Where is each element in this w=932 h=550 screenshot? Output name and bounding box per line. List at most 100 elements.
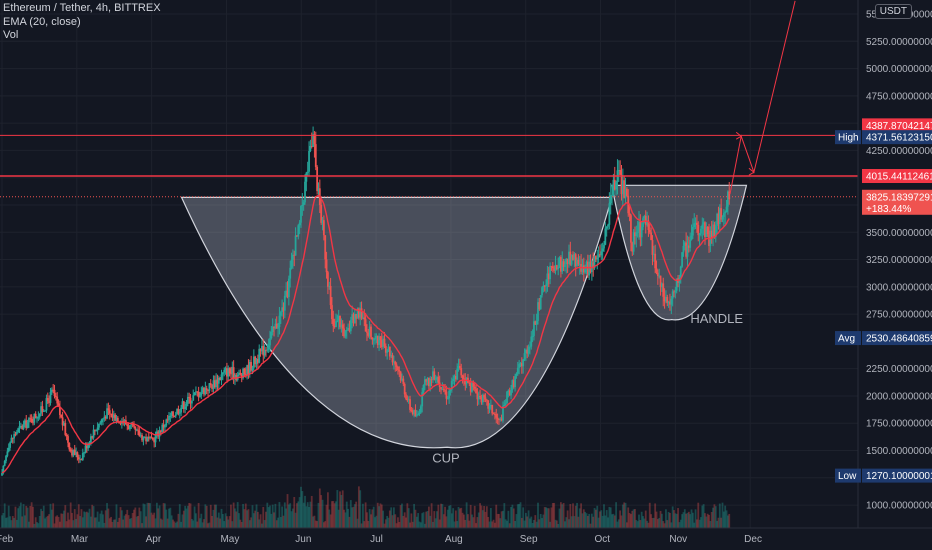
- volume-bar: [173, 521, 176, 528]
- candle-body: [682, 245, 685, 253]
- candle-body: [64, 423, 67, 435]
- volume-bar: [519, 502, 522, 528]
- volume-bar: [577, 516, 580, 528]
- volume-bar: [588, 513, 591, 528]
- volume-bar: [130, 518, 133, 528]
- volume-bar: [57, 516, 60, 528]
- candle-body: [647, 220, 650, 231]
- candle-body: [71, 451, 73, 456]
- candle-body: [231, 367, 234, 374]
- candle-body: [667, 301, 670, 303]
- volume-bar: [643, 518, 646, 528]
- candle-body: [254, 356, 257, 365]
- volume-bar: [481, 510, 484, 528]
- candle-body: [499, 418, 502, 420]
- candle-body: [440, 387, 442, 390]
- volume-bar: [151, 514, 154, 528]
- ema-indicator-label[interactable]: EMA (20, close): [3, 15, 81, 28]
- candle-body: [654, 253, 657, 269]
- volume-bar: [322, 522, 325, 528]
- volume-bar: [402, 515, 405, 528]
- volume-bar: [68, 519, 71, 528]
- volume-bar: [232, 502, 235, 528]
- candle-body: [705, 226, 708, 238]
- volume-bar: [89, 516, 92, 528]
- candle-body: [209, 383, 212, 386]
- volume-bar: [347, 508, 350, 528]
- candle-body: [59, 406, 61, 415]
- candle-body: [666, 297, 669, 303]
- volume-bar: [50, 509, 53, 528]
- last-price-value: 3825.18397291: [866, 192, 932, 203]
- candle-body: [196, 391, 199, 393]
- candle-body: [300, 205, 302, 223]
- candle-body: [267, 345, 270, 350]
- volume-bar: [457, 506, 460, 528]
- volume-bar: [106, 503, 108, 528]
- cup-shape[interactable]: [180, 196, 613, 449]
- candle-body: [500, 418, 503, 421]
- candle-body: [421, 392, 424, 407]
- candle-body: [14, 434, 17, 436]
- currency-button[interactable]: USDT: [874, 4, 912, 19]
- candle-body: [149, 436, 152, 439]
- candle-body: [274, 323, 277, 329]
- volume-bar: [316, 521, 319, 528]
- volume-bar: [510, 507, 512, 528]
- volume-bar: [294, 512, 297, 528]
- candle-body: [96, 427, 99, 431]
- candle-body: [599, 254, 601, 256]
- volume-bar: [60, 513, 63, 528]
- candle-body: [355, 313, 358, 319]
- volume-bar: [708, 514, 710, 528]
- volume-bar: [450, 513, 453, 528]
- candle-body: [418, 412, 421, 415]
- candle-body: [197, 391, 200, 398]
- volume-bar: [75, 518, 77, 528]
- candle-body: [143, 437, 146, 439]
- volume-bar: [235, 511, 238, 528]
- volume-bar: [174, 522, 177, 528]
- volume-bar: [475, 523, 477, 528]
- volume-bar: [199, 518, 201, 528]
- candle-body: [428, 377, 430, 387]
- projection-path[interactable]: [729, 0, 796, 195]
- volume-bar: [14, 506, 17, 528]
- candle-body: [700, 228, 702, 234]
- drawings[interactable]: [0, 0, 858, 198]
- time-axis[interactable]: Feb Mar Apr May Jun Jul Aug Sep Oct Nov Dec: [0, 527, 932, 545]
- candle-body: [596, 257, 599, 260]
- candle-body: [44, 410, 46, 412]
- candle-body: [605, 226, 608, 229]
- candle-body: [538, 302, 541, 310]
- volume-bar: [239, 519, 242, 528]
- volume-bar: [487, 516, 490, 528]
- volume-bar: [401, 503, 403, 528]
- volume-indicator-label[interactable]: Vol: [3, 29, 19, 41]
- volume-bar: [398, 522, 401, 528]
- volume-bar: [580, 503, 582, 528]
- volume-bar: [423, 523, 426, 528]
- price-tick-label: 2250.00000000: [866, 364, 932, 375]
- volume-bar: [453, 521, 456, 528]
- volume-bar: [65, 521, 68, 528]
- candle-body: [728, 191, 731, 200]
- volume-bar: [503, 503, 506, 528]
- candle-body: [397, 366, 399, 371]
- candle-body: [246, 365, 249, 375]
- candle-body: [646, 220, 648, 225]
- volume-bar: [492, 519, 495, 528]
- candle-body: [483, 395, 486, 398]
- volume-bar: [190, 518, 193, 528]
- candle-body: [426, 377, 429, 382]
- candle-body: [603, 244, 605, 249]
- volume-bar: [473, 505, 476, 528]
- volume-bar: [516, 504, 519, 528]
- ema-20-line: [1, 194, 730, 474]
- symbol-title[interactable]: Ethereum / Tether, 4h, BITTREX: [3, 2, 161, 14]
- last-price-badge: [862, 189, 932, 215]
- volume-bar: [228, 516, 231, 528]
- volume-bar: [94, 517, 96, 528]
